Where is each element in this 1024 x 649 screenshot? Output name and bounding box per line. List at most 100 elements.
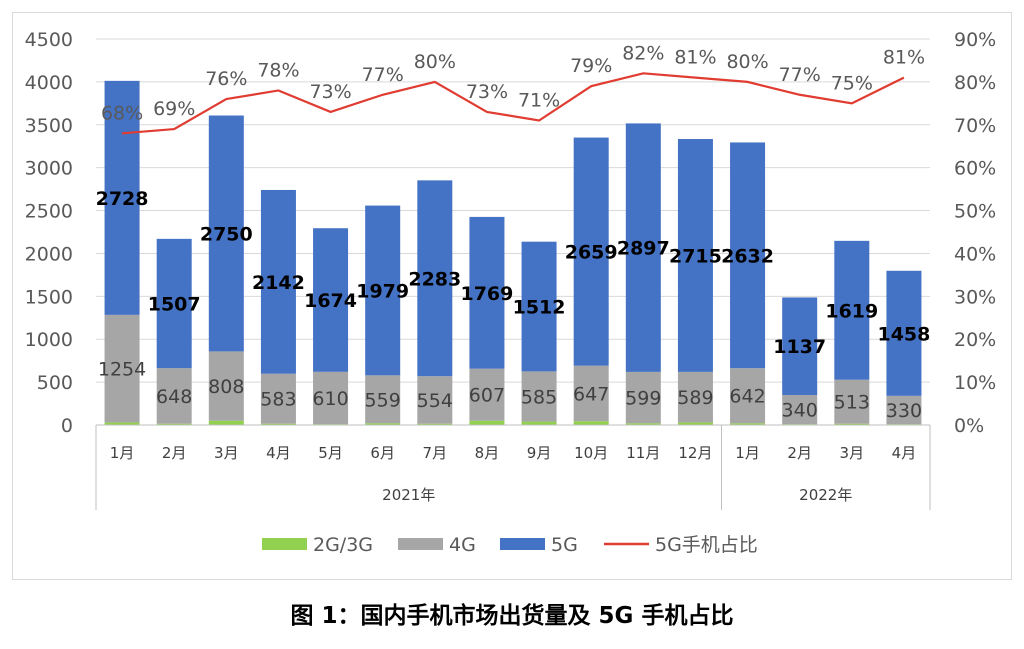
data-label-4g: 647: [573, 383, 609, 405]
x-tick-label: 11月: [626, 444, 660, 462]
x-tick-label: 1月: [110, 444, 135, 462]
data-label-5g: 2728: [96, 188, 149, 210]
share-label: 79%: [570, 55, 612, 77]
bar-4g: [625, 371, 661, 424]
data-label-5g: 2750: [200, 223, 253, 245]
figure-caption: 图 1：国内手机市场出货量及 5G 手机占比: [290, 603, 734, 629]
y2-tick-label: 90%: [954, 29, 996, 51]
data-label-5g: 2659: [565, 242, 618, 264]
data-label-5g: 1512: [513, 297, 566, 319]
data-label-5g: 1674: [304, 290, 357, 312]
bar-5g: [260, 189, 296, 374]
share-line: [121, 72, 905, 135]
y-tick-label: 0: [61, 415, 73, 437]
share-label: 80%: [414, 51, 456, 73]
bar-2g-3g: [677, 422, 713, 425]
data-label-5g: 1619: [825, 300, 878, 322]
bar-2g-3g: [104, 422, 140, 425]
x-tick-label: 2月: [787, 444, 812, 462]
x-tick-label: 3月: [840, 444, 865, 462]
bar-4g: [573, 365, 609, 422]
data-label-4g: 610: [312, 388, 348, 410]
data-label-4g: 808: [208, 376, 244, 398]
chart: 0 500 1000 1500 2000 2500 3000 3500 4000 4500 0% 10…: [25, 29, 997, 556]
data-label-4g: 554: [417, 390, 453, 412]
bar-5g: [573, 137, 609, 366]
bar-5g: [521, 241, 557, 372]
bar-4g: [313, 371, 349, 425]
bar-5g: [886, 270, 922, 396]
bar-5g: [625, 123, 661, 372]
bar-4g: [782, 394, 818, 425]
legend-label: 2G/3G: [313, 534, 373, 556]
data-label-5g: 2897: [617, 238, 670, 260]
y2-tick-label: 70%: [954, 115, 996, 137]
data-label-4g: 559: [365, 389, 401, 411]
legend-label: 5G: [551, 534, 578, 556]
bar-4g: [521, 371, 557, 422]
bar-5g: [730, 142, 766, 369]
bar-2g-3g: [417, 423, 453, 425]
bar-5g: [782, 297, 818, 395]
y2-tick-label: 0%: [954, 415, 984, 437]
x-tick-label: 6月: [370, 444, 395, 462]
bar-4g: [886, 395, 922, 425]
x-tick-label: 12月: [678, 444, 712, 462]
data-label-5g: 1458: [877, 323, 930, 345]
share-label: 80%: [726, 51, 768, 73]
data-label-4g: 599: [625, 388, 661, 410]
y-tick-label: 2000: [25, 243, 73, 265]
bar-2g-3g: [365, 423, 401, 425]
share-label: 81%: [883, 47, 925, 69]
bar-5g: [677, 139, 713, 372]
data-label-4g: 648: [156, 386, 192, 408]
share-label: 81%: [674, 47, 716, 69]
bar-2g-3g: [521, 421, 557, 425]
y-tick-label: 3500: [25, 115, 73, 137]
bar-5g: [313, 228, 349, 372]
bar-5g: [417, 180, 453, 377]
share-label: 78%: [257, 59, 299, 81]
x-tick-label: 10月: [574, 444, 608, 462]
y2-tick-label: 10%: [954, 372, 996, 394]
y-tick-label: 1000: [25, 329, 73, 351]
bar-5g: [156, 238, 192, 369]
data-label-4g: 589: [677, 387, 713, 409]
bar-4g: [104, 314, 140, 423]
bar-2g-3g: [208, 420, 244, 425]
legend-label: 4G: [449, 534, 476, 556]
x-tick-label: 2月: [162, 444, 187, 462]
y-tick-label: 4000: [25, 72, 73, 94]
y2-tick-label: 80%: [954, 72, 996, 94]
bar-4g: [417, 376, 453, 424]
x-tick-label: 1月: [735, 444, 760, 462]
x-tick-label: 9月: [527, 444, 552, 462]
data-label-4g: 1254: [98, 359, 146, 381]
bar-5g: [469, 216, 505, 369]
data-label-4g: 607: [469, 385, 505, 407]
share-label: 77%: [779, 64, 821, 86]
data-label-4g: 340: [782, 400, 818, 422]
y-tick-label: 2500: [25, 201, 73, 223]
y-tick-label: 1500: [25, 286, 73, 308]
data-label-5g: 1769: [460, 283, 513, 305]
bar-2g-3g: [260, 423, 296, 425]
data-label-4g: 583: [260, 389, 296, 411]
bar-2g-3g: [730, 423, 766, 425]
bar-5g: [104, 80, 140, 315]
legend-swatch: [500, 538, 545, 550]
y2-tick-label: 40%: [954, 243, 996, 265]
share-label: 69%: [153, 98, 195, 120]
y2-tick-label: 30%: [954, 286, 996, 308]
bar-4g: [677, 371, 713, 423]
legend-swatch: [398, 538, 443, 550]
bar-5g: [208, 115, 244, 352]
bar-4g: [260, 373, 296, 424]
x-tick-label: 7月: [423, 444, 448, 462]
share-label: 77%: [362, 64, 404, 86]
data-label-4g: 642: [729, 386, 765, 408]
data-label-4g: 585: [521, 386, 557, 408]
data-label-4g: 330: [886, 400, 922, 422]
data-label-5g: 2715: [669, 245, 722, 267]
legend-label: 5G手机占比: [655, 534, 758, 556]
